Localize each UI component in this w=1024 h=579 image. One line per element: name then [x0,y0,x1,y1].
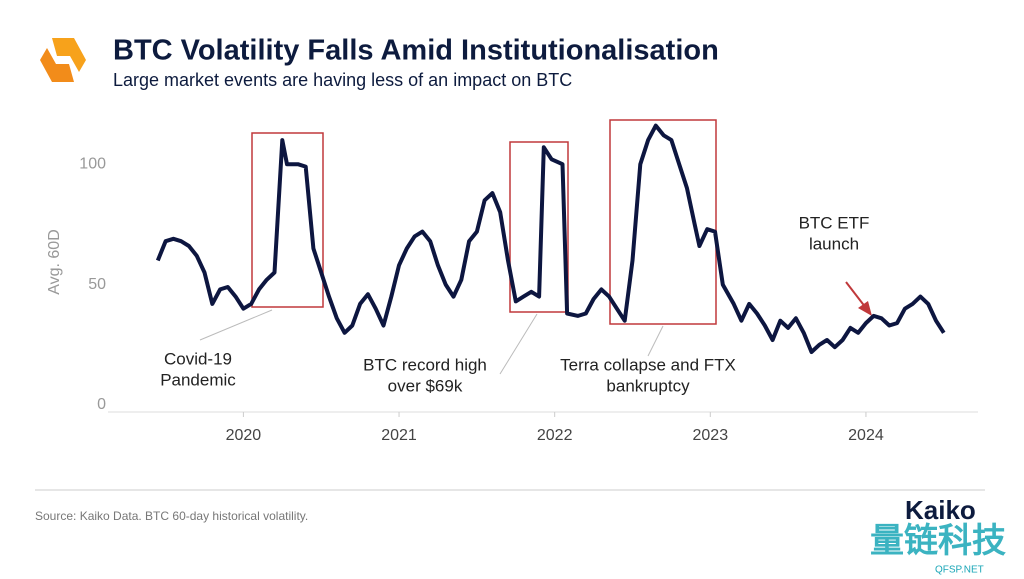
source-note: Source: Kaiko Data. BTC 60-day historica… [35,509,308,523]
logo-text: Kaiko [905,495,976,525]
etf-arrow [845,281,872,316]
y-axis-label: Avg. 60D [46,229,63,295]
annotation: BTC ETF [799,213,870,232]
y-tick-label: 100 [79,155,106,172]
annotation-leaders [199,309,664,375]
x-tick-label: 2024 [848,427,884,444]
annotation: Pandemic [160,370,236,389]
annotation: Covid-19 [164,349,232,368]
y-tick-label: 0 [97,396,106,413]
x-tick-label: 2021 [381,427,417,444]
watermark: 量链科技 [870,522,1006,560]
chart-title: BTC Volatility Falls Amid Institutionali… [113,35,719,67]
annotation: BTC record high [363,355,487,374]
y-tick-label: 50 [88,276,106,293]
watermark-url: QFSP.NET [935,565,984,576]
annotation: bankruptcy [606,376,690,395]
logo-icon [40,38,86,82]
chart-subtitle: Large market events are having less of a… [113,70,572,90]
annotation: launch [809,234,859,253]
x-tick-label: 2020 [226,427,262,444]
annotation: over $69k [388,376,463,395]
x-tick-label: 2023 [693,427,729,444]
highlight-boxes [251,119,717,325]
annotation: Terra collapse and FTX [560,355,736,374]
volatility-line [155,123,946,354]
x-tick-label: 2022 [537,427,573,444]
